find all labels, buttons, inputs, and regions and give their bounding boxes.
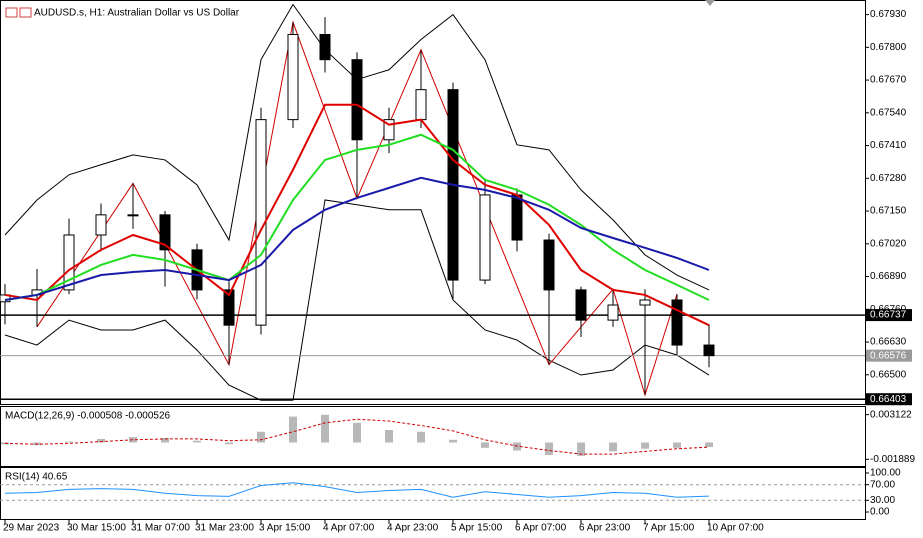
macd-bar xyxy=(289,416,297,443)
y-tick-label: 0.67540 xyxy=(870,107,907,118)
y-tick-label: 0.67020 xyxy=(870,238,907,249)
price-level-label: 0.66737 xyxy=(870,310,907,321)
y-tick-label: 0.67410 xyxy=(870,140,907,151)
macd-bar xyxy=(641,442,649,449)
candle-body xyxy=(95,214,107,236)
x-tick-label: 6 Apr 23:00 xyxy=(579,523,631,534)
x-tick-label: 7 Apr 15:00 xyxy=(643,523,695,534)
macd-bar xyxy=(609,442,617,452)
y-tick-label: 0.67930 xyxy=(870,9,907,20)
candle-body xyxy=(607,304,619,321)
macd-bar xyxy=(161,438,169,443)
y-tick-label: 0.67800 xyxy=(870,42,907,53)
price-level-label: 0.66403 xyxy=(870,394,907,405)
y-tick-label: 0.66890 xyxy=(870,271,907,282)
y-tick-label: 0.003122 xyxy=(870,409,912,420)
y-tick-label: 0.66630 xyxy=(870,337,907,348)
y-tick-label: 0.66500 xyxy=(870,369,907,380)
price-level-box xyxy=(866,309,912,322)
macd-bar xyxy=(321,414,329,443)
candle-body xyxy=(63,234,75,291)
macd-bar xyxy=(545,442,553,455)
x-tick-label: 29 Mar 2023 xyxy=(3,523,60,534)
x-tick-label: 30 Mar 15:00 xyxy=(67,523,126,534)
candle-body xyxy=(671,299,683,346)
macd-bar xyxy=(705,442,713,448)
price-panel-frame xyxy=(0,0,866,405)
x-tick-label: 4 Apr 07:00 xyxy=(323,523,375,534)
price-level-label: 0.66576 xyxy=(870,350,907,361)
macd-bar xyxy=(97,438,105,443)
x-tick-label: 3 Apr 15:00 xyxy=(259,523,311,534)
y-tick-label: 30.00 xyxy=(870,495,895,506)
y-tick-label: 0.67670 xyxy=(870,75,907,86)
candle-body xyxy=(127,214,139,217)
x-tick-label: 6 Apr 07:00 xyxy=(515,523,567,534)
bollinger-lower xyxy=(4,199,710,401)
price-level-box xyxy=(866,393,912,406)
rsi-line xyxy=(4,482,710,498)
macd-bar xyxy=(481,442,489,448)
candle-body xyxy=(223,289,235,326)
x-tick-label: 10 Apr 07:00 xyxy=(707,523,764,534)
macd-bar xyxy=(385,429,393,443)
candle-body xyxy=(319,33,331,61)
y-tick-label: 100.00 xyxy=(870,468,901,479)
candle-body xyxy=(415,89,427,121)
x-tick-label: 31 Mar 07:00 xyxy=(131,523,190,534)
rsi-panel-frame xyxy=(0,467,866,520)
symbol-icons xyxy=(5,7,32,18)
macd-bar xyxy=(193,440,201,443)
y-tick-label: 70.00 xyxy=(870,479,895,490)
y-tick-label: 0.00 xyxy=(870,507,890,518)
candle-body xyxy=(159,214,171,251)
candle-body xyxy=(543,239,555,291)
macd-panel-frame xyxy=(0,406,866,467)
x-tick-label: 31 Mar 23:00 xyxy=(195,523,254,534)
candle-body xyxy=(351,59,363,141)
moving-average xyxy=(4,103,710,327)
macd-label: MACD(12,26,9) -0.000508 -0.000526 xyxy=(5,411,171,422)
icon xyxy=(19,7,32,18)
candle-body xyxy=(639,299,651,306)
candle-body xyxy=(287,33,299,121)
macd-bar xyxy=(225,442,233,445)
macd-bar xyxy=(353,422,361,443)
icon xyxy=(5,7,18,18)
y-tick-label: -0.001889 xyxy=(870,454,915,465)
macd-bar xyxy=(673,442,681,448)
macd-bar xyxy=(129,437,137,443)
candle-body xyxy=(575,289,587,321)
moving-average xyxy=(4,133,710,301)
candle-body xyxy=(511,194,523,241)
x-tick-label: 5 Apr 15:00 xyxy=(451,523,503,534)
macd-bar xyxy=(577,442,585,456)
moving-average xyxy=(4,176,710,301)
y-tick-label: 0.67280 xyxy=(870,173,907,184)
candle-body xyxy=(703,344,715,357)
macd-bar xyxy=(417,431,425,443)
price-level-box xyxy=(866,349,912,362)
candle-body xyxy=(479,194,491,281)
rsi-label: RSI(14) 40.65 xyxy=(5,472,68,483)
chart-title: AUDUSD.s, H1: Australian Dollar vs US Do… xyxy=(34,8,240,19)
macd-bar xyxy=(257,431,265,443)
macd-bar xyxy=(65,441,73,443)
macd-bar xyxy=(449,439,457,443)
shift-marker xyxy=(705,0,715,6)
x-tick-label: 4 Apr 23:00 xyxy=(387,523,439,534)
candle-body xyxy=(383,119,395,141)
macd-signal xyxy=(4,418,710,455)
y-tick-label: 0.67150 xyxy=(870,206,907,217)
